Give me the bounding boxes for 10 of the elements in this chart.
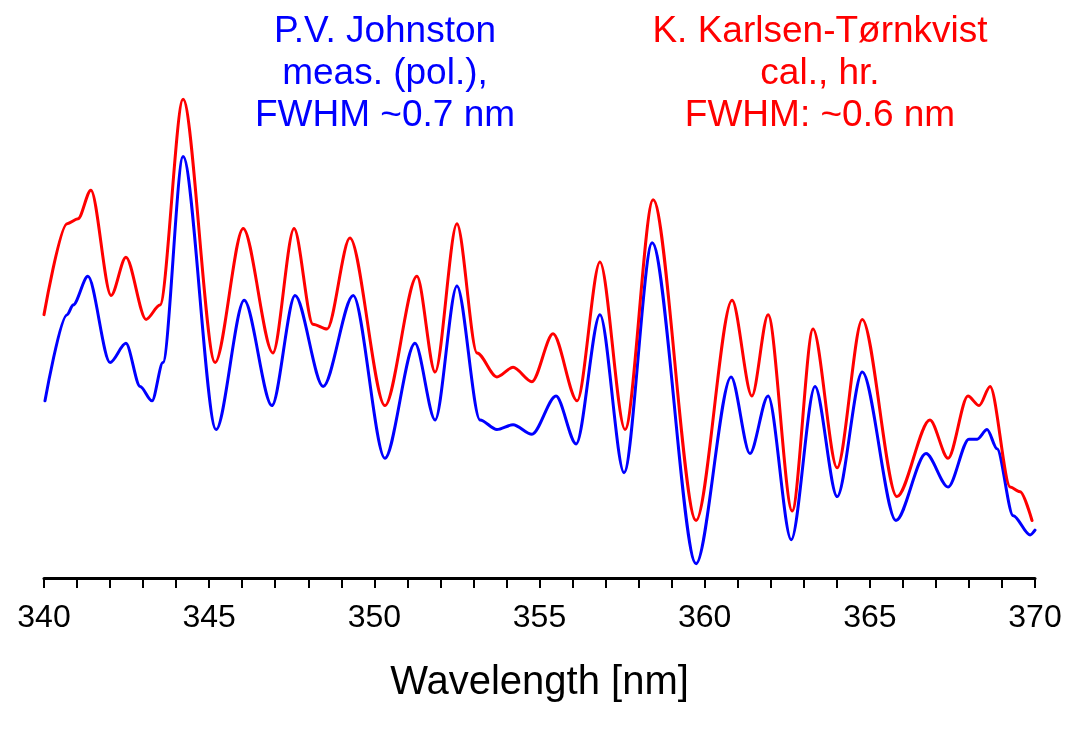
x-tick-label: 345 [182, 598, 236, 634]
x-tick-label: 360 [677, 598, 732, 634]
x-tick-label: 355 [512, 598, 567, 634]
x-tick-label: 370 [1008, 598, 1062, 634]
x-tick-label: 365 [843, 598, 897, 634]
x-tick-label: 350 [347, 598, 402, 634]
series-label: K. Karlsen-Tørnkvist cal., hr. FWHM: ~0.6 nm [652, 8, 989, 134]
text: P.V. Johnston meas. (pol.), FWHM ~0.7 nm [254, 8, 516, 134]
x-axis-title: Wavelength [nm] [390, 658, 689, 702]
x-tick-label: 340 [17, 598, 71, 634]
